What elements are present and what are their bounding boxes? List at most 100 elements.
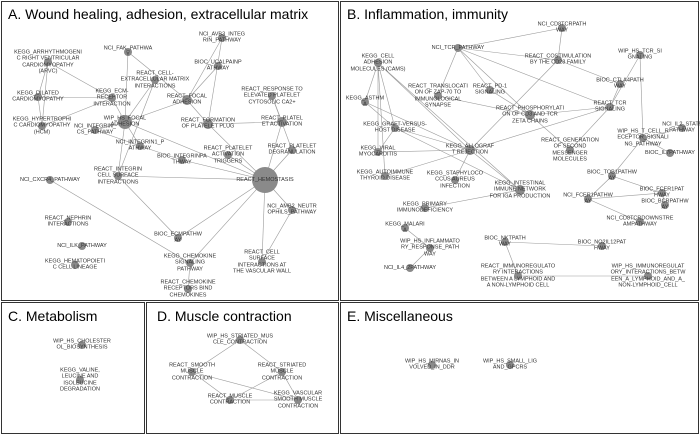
node (78, 341, 86, 349)
edge (642, 127, 683, 139)
node (178, 156, 186, 164)
node-label: KEGG_ASTHMA (345, 95, 385, 108)
node (38, 122, 46, 130)
node-label: REACT_FORMATION OF PLATELET PLUG (180, 117, 236, 130)
node (486, 86, 494, 94)
node (226, 396, 234, 404)
edge (187, 262, 191, 290)
panel-title: D. Muscle contraction (157, 308, 292, 324)
edge (229, 371, 283, 401)
edge (469, 149, 521, 191)
node (554, 56, 562, 64)
edge (377, 62, 386, 177)
node-label: BIOC_TOB1PATHWAY (587, 169, 637, 182)
node (566, 146, 574, 154)
edge (384, 149, 471, 177)
edge (377, 149, 471, 153)
node (34, 93, 42, 101)
edge (469, 59, 559, 151)
node (616, 80, 624, 88)
edge (457, 47, 531, 116)
node-label: WIP_HS_STRIATED_MUSCLE_CONTRACTION (206, 333, 274, 346)
edge (394, 127, 521, 191)
node-label: BIOC_INTEGRINPATHWAY (157, 153, 207, 166)
node (391, 124, 399, 132)
edge (557, 27, 563, 61)
edge (587, 175, 613, 200)
node (188, 368, 196, 376)
node-label: REACT_TRANSLOCATION OF ZAP-70 TO IMMUNOL… (408, 83, 468, 109)
node (182, 95, 192, 105)
node-label: KEGG_VALINE, LEUCINE AND ISOLEUCINE DEGR… (60, 367, 100, 393)
node-label: KEGG_MALARIA (385, 221, 425, 234)
node-label: BIOC_NO2IL12PATHWAY (577, 239, 627, 252)
edge (609, 83, 621, 108)
edge (94, 129, 141, 147)
node (76, 376, 84, 384)
edge (191, 371, 231, 401)
edge (41, 61, 49, 127)
node (277, 117, 287, 127)
edge (139, 145, 183, 161)
node-label: NCI_FCER1PATHWAY (563, 192, 613, 205)
edge (117, 175, 266, 181)
node-label: NCI_AMB2_NEUTROPHILS_PATHWAY (267, 203, 317, 216)
node-label: WIP_HS_TCR_SIGNALING (618, 48, 662, 61)
node-label: REACT_STRIATED MUSCLE CONTRACTION (257, 362, 307, 382)
node (361, 98, 369, 106)
panel-border (1, 302, 145, 434)
node (584, 195, 592, 203)
node (451, 176, 459, 184)
node-label: REACT_NEPHRIN INTERACTIONS (44, 215, 92, 228)
edge (457, 27, 563, 49)
node (136, 142, 144, 150)
node (288, 206, 296, 214)
edge (191, 339, 241, 373)
node (515, 185, 525, 195)
edge (569, 106, 611, 151)
node (44, 58, 52, 66)
edge (207, 37, 223, 125)
edge (124, 99, 188, 123)
node (108, 94, 116, 102)
node (558, 24, 566, 32)
panel-border (340, 302, 699, 434)
edge (489, 89, 531, 116)
edge (394, 127, 471, 151)
node (454, 44, 462, 52)
edge (611, 175, 663, 194)
node (203, 119, 213, 129)
node-label: BIOC_UCALPAINPATHWAY (194, 59, 242, 72)
node-label: KEGG_CELL ADHESION MOLECULES (CAMS) (350, 53, 406, 73)
node (525, 110, 535, 120)
node-label: NCI_CD8TCRDOWNSTREAMPATHWAY (606, 215, 674, 228)
node-label: KEGG_ECM-RECEPTOR INTERACTION (93, 88, 131, 108)
edge (639, 54, 644, 139)
panel-title: C. Metabolism (8, 308, 98, 324)
node-label: WIP_HS_T_CELL_RECEPTOR_SIGNALING_PATHWAY (617, 128, 669, 148)
node-label: WIP_HS_CHOLESTEROL_BIOSYNTHESIS (53, 338, 111, 351)
panel-border (340, 1, 699, 301)
node (608, 172, 616, 180)
node-label: NCI_IL4_2PATHWAY (383, 264, 437, 271)
node (64, 218, 72, 226)
node-label: BIOC_BCRPATHWAY (641, 198, 689, 211)
node-label: KEGG_STAPHYLOCOCCUS AUREUS INFECTION (426, 170, 484, 190)
edge (181, 159, 266, 181)
node-label: REACT_HEMOSTASIS (236, 176, 294, 183)
node (501, 238, 509, 246)
node-label: KEGG_ARRHYTHMOGENIC RIGHT VENTRICULAR CA… (14, 49, 82, 75)
node-label: KEGG_INTESTINAL IMMUNE NETWORK FOR IGA P… (489, 180, 551, 200)
panel-border (1, 1, 339, 301)
edge (37, 61, 49, 98)
edge (186, 65, 219, 101)
node-label: NCI_FAK_PATHWAY (103, 45, 153, 58)
node-label: REACT_RESPONSE TO ELEVATED PLATELET CYTO… (241, 86, 303, 106)
panel-border (146, 302, 339, 434)
node (174, 234, 182, 242)
edge (424, 189, 521, 209)
edge (587, 192, 663, 200)
edge (41, 97, 113, 127)
node-label: REACT_GENERATION OF SECOND MESSENGER MOL… (541, 137, 599, 163)
